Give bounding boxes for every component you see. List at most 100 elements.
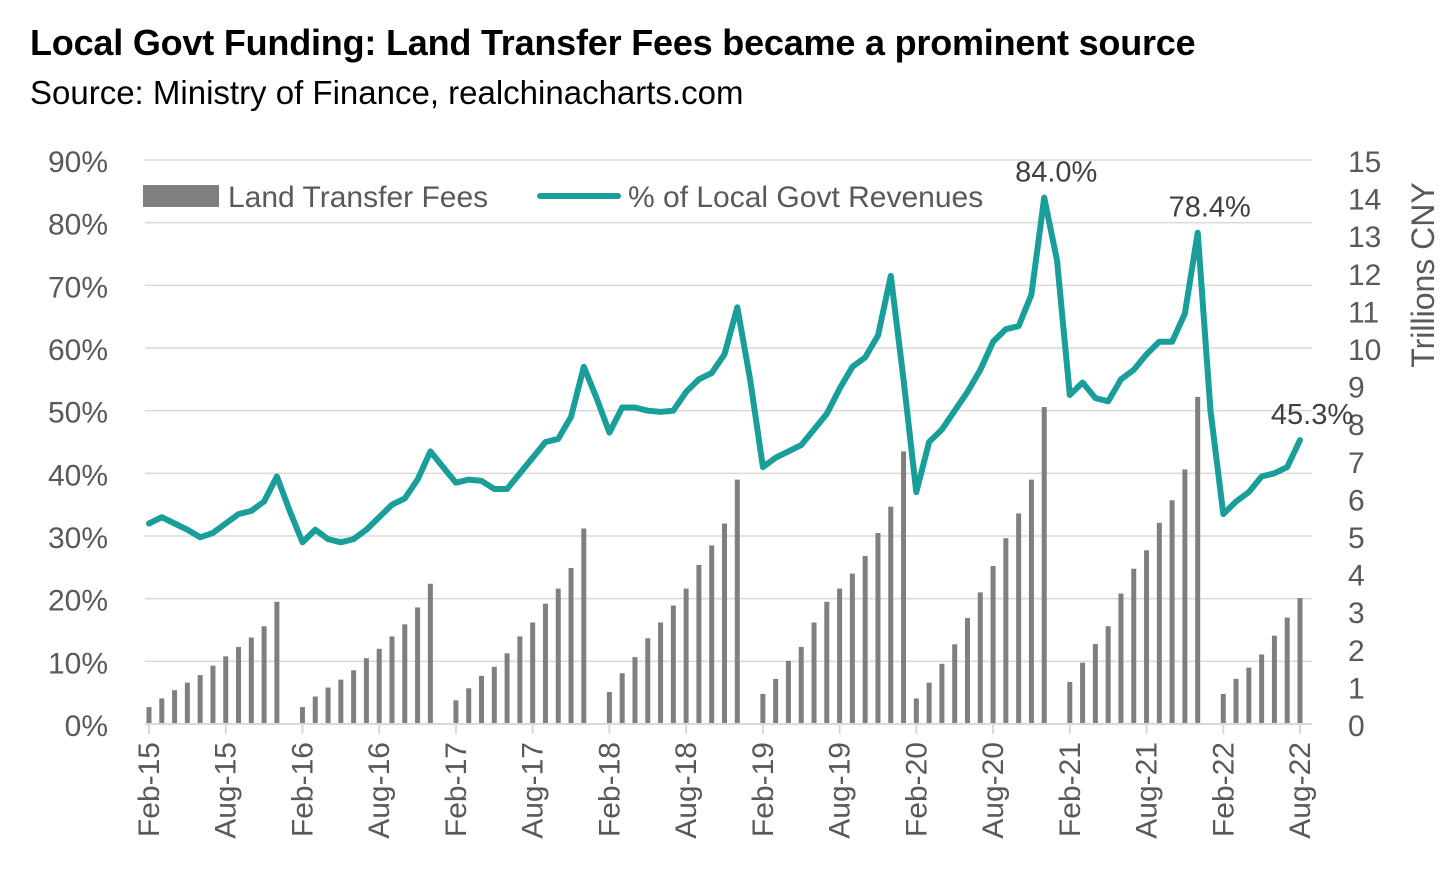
bar <box>875 532 881 724</box>
bar <box>1118 593 1124 724</box>
x-tick-label: Feb-22 <box>1207 742 1240 837</box>
bar <box>376 648 382 724</box>
x-tick-label: Aug-22 <box>1284 742 1317 839</box>
bar <box>696 564 702 724</box>
x-tick-label: Feb-17 <box>440 742 473 837</box>
bar <box>581 528 587 724</box>
bar <box>683 588 689 724</box>
y-right-tick-label: 14 <box>1348 184 1381 217</box>
bar <box>1067 681 1073 724</box>
bar <box>402 624 408 724</box>
bar <box>1169 500 1175 724</box>
bar <box>325 687 331 724</box>
bar <box>1259 654 1265 724</box>
y-left-tick-label: 40% <box>48 459 108 492</box>
y-right-tick-label: 11 <box>1348 296 1379 329</box>
bar <box>338 679 344 724</box>
bar <box>901 451 907 724</box>
bar <box>1233 678 1239 724</box>
bar <box>466 688 472 724</box>
bar <box>1156 522 1162 724</box>
legend-bar-swatch <box>143 185 219 207</box>
y-left-tick-label: 60% <box>48 334 108 367</box>
y-left-tick-label: 70% <box>48 271 108 304</box>
gridlines <box>145 159 1312 663</box>
bar <box>837 588 843 724</box>
chart-title: Local Govt Funding: Land Transfer Fees b… <box>30 22 1196 63</box>
bar <box>1041 407 1047 724</box>
bar <box>1131 568 1137 724</box>
bar <box>1105 626 1111 724</box>
bar <box>888 506 894 724</box>
bar <box>606 692 612 724</box>
bar <box>824 601 830 724</box>
bar <box>236 646 242 724</box>
legend: Land Transfer Fees % of Local Govt Revenu… <box>143 181 983 214</box>
data-label: 84.0% <box>1015 157 1097 189</box>
y-right-tick-label: 13 <box>1348 221 1381 254</box>
bar <box>274 601 280 724</box>
legend-bar-label: Land Transfer Fees <box>228 181 488 214</box>
y-right-tick-label: 10 <box>1348 334 1381 367</box>
legend-line-label: % of Local Govt Revenues <box>628 181 983 214</box>
bar <box>261 626 267 724</box>
y-right-tick-label: 0 <box>1348 710 1365 743</box>
bar <box>1220 693 1226 724</box>
bar <box>479 675 485 724</box>
bar <box>952 644 958 724</box>
y-left-tick-label: 50% <box>48 397 108 430</box>
y-right-axis-label: Trillions CNY <box>1405 182 1441 368</box>
bar <box>1080 662 1086 724</box>
bar <box>1195 396 1201 724</box>
bar <box>773 678 779 724</box>
bar <box>785 660 791 724</box>
bar <box>990 566 996 724</box>
bar <box>760 693 766 724</box>
bar <box>926 682 932 724</box>
x-tick-label: Aug-18 <box>670 742 703 839</box>
bar <box>197 675 203 724</box>
x-tick-label: Aug-16 <box>363 742 396 839</box>
bar <box>632 657 638 724</box>
y-left-tick-label: 10% <box>48 647 108 680</box>
bar <box>517 636 523 724</box>
bar <box>1246 667 1252 724</box>
x-tick-label: Feb-19 <box>747 742 780 837</box>
bar <box>722 523 727 724</box>
x-tick-label: Feb-20 <box>900 742 933 837</box>
bar <box>619 673 625 724</box>
bar <box>670 605 676 724</box>
bar <box>363 658 369 724</box>
x-tick-label: Aug-19 <box>824 742 857 839</box>
y-right-tick-label: 15 <box>1348 146 1381 179</box>
y-right-tick-label: 9 <box>1348 372 1365 405</box>
y-right-tick-label: 6 <box>1348 484 1365 517</box>
bar <box>913 698 919 724</box>
line-path <box>146 194 1303 546</box>
bar <box>415 607 421 724</box>
bar <box>184 682 190 724</box>
y-left-tick-label: 30% <box>48 522 108 555</box>
bar <box>862 555 868 724</box>
y-right-tick-label: 7 <box>1348 447 1365 480</box>
bar <box>939 663 945 724</box>
bar <box>389 636 395 724</box>
y-left-tick-label: 80% <box>48 209 108 242</box>
y-right-tick-label: 8 <box>1348 409 1365 442</box>
x-tick-label: Aug-15 <box>210 742 243 839</box>
chart-subtitle: Source: Ministry of Finance, realchinach… <box>30 74 744 111</box>
bar <box>568 567 574 724</box>
x-tick-label: Feb-18 <box>593 742 626 837</box>
bar <box>542 603 548 724</box>
bar <box>453 700 459 724</box>
bar <box>1003 538 1009 724</box>
x-tick-label: Feb-16 <box>286 742 319 837</box>
bar <box>734 479 740 724</box>
bar <box>1028 479 1034 724</box>
data-label: 45.3% <box>1271 399 1353 431</box>
bar <box>427 583 433 724</box>
y-left-tick-label: 0% <box>65 710 108 743</box>
bar <box>210 665 216 724</box>
axes: 0%10%20%30%40%50%60%70%80%90%01234567891… <box>48 146 1441 839</box>
